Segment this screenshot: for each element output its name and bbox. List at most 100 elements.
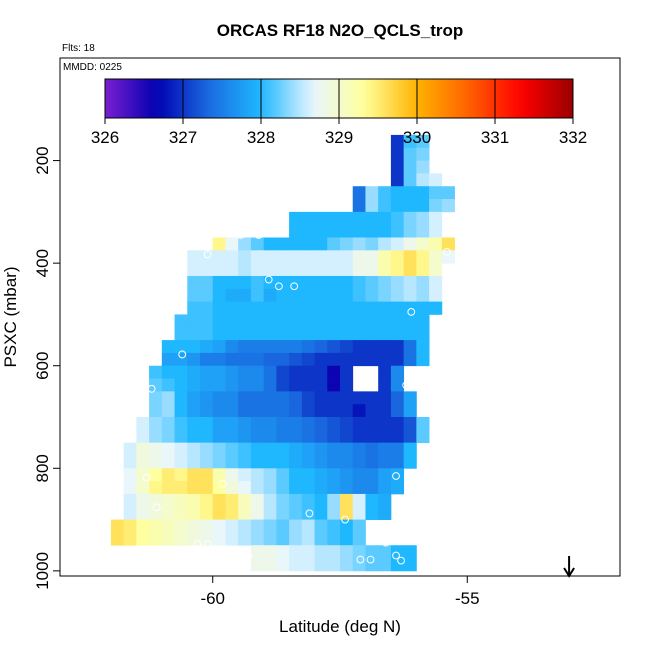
heat-cell [263,352,277,367]
heat-cell [187,519,201,533]
heat-cell [289,340,303,354]
heat-cell [250,519,265,533]
heat-cell [187,429,201,444]
heat-cell [225,455,239,469]
heat-cell [212,417,226,431]
observation-point [219,479,227,488]
heat-cell [314,455,328,469]
heat-cell [263,404,277,418]
heat-cell [149,391,163,405]
heat-cell [365,224,379,238]
heat-cell [301,275,315,290]
heat-cell [378,340,392,354]
heat-cell [225,327,239,341]
heat-cell [327,417,341,431]
heat-cell [250,481,265,495]
heat-cell [352,340,366,354]
observation-point [392,551,400,560]
heat-cell [314,211,328,226]
heat-cell [289,532,303,546]
heat-cell [390,352,405,367]
heat-cell [200,506,214,520]
heat-cell [403,352,417,367]
heat-cell [378,545,392,559]
heat-cell [378,455,392,469]
heat-cell [136,532,150,546]
heat-cell [403,314,417,328]
heat-cell [276,275,290,290]
heat-cell [174,506,188,520]
heat-cell [365,199,379,213]
heat-cell [276,378,290,392]
heat-cell [301,327,315,341]
heat-cell [327,301,341,315]
y-tick-label-1000: 1000 [33,552,52,590]
heat-cell [263,301,277,315]
heat-cell [340,378,354,392]
heat-cell [238,404,252,418]
heat-cell [123,468,137,482]
heat-cell [149,429,163,444]
heat-cell [416,417,430,431]
heat-cell [174,532,188,546]
heat-cell [149,442,163,456]
heat-cell [212,455,226,469]
heat-cell [187,481,201,495]
heat-cell [289,455,303,469]
observation-point [458,182,467,191]
heat-cell [390,173,405,187]
heat-cell [289,301,303,315]
heat-cell [416,327,430,341]
heat-cell [314,263,328,277]
heat-cell [403,275,417,290]
heat-cell [416,237,430,251]
heat-cell [390,442,405,456]
observation-point [275,282,283,291]
heat-cell [225,365,239,379]
colorbar-tick-label-331: 331 [481,128,509,147]
heat-cell [352,417,366,431]
heat-cell [289,506,303,520]
heat-cell [263,314,277,328]
heat-cell [276,532,290,546]
heat-cell [263,417,277,431]
heat-cell [276,455,290,469]
heat-cell [289,442,303,456]
heat-cell [301,519,315,533]
x-tick-label--55: -55 [455,589,480,608]
heat-cell [250,417,265,431]
observation-point [341,515,349,524]
heat-cell [314,404,328,418]
heat-cell [378,429,392,444]
heat-cell [365,481,379,495]
heat-cell [416,211,430,226]
heat-cell [352,263,366,277]
observation-point [504,254,512,262]
heat-cell [352,532,366,546]
heat-cell [250,545,265,559]
heat-cell [390,199,405,213]
heat-cell [174,314,188,328]
heat-cell [416,301,430,315]
heat-cell [378,481,392,495]
heat-cell [378,327,392,341]
heat-cell [301,340,315,354]
heat-cell [212,519,226,533]
heat-cell [212,340,226,354]
heat-cell [136,468,150,482]
heat-cell [340,455,354,469]
heat-cell [352,211,366,226]
heat-cell [250,442,265,456]
heat-cell [365,275,379,290]
heat-cell [212,404,226,418]
heat-cell [110,532,125,546]
heat-cell [327,314,341,328]
heat-cell [289,378,303,392]
heat-cell [340,237,354,251]
heat-cell [289,417,303,431]
heat-cell [238,327,252,341]
heat-cell [403,250,417,264]
heat-cell [289,352,303,367]
heat-cell [301,365,315,379]
